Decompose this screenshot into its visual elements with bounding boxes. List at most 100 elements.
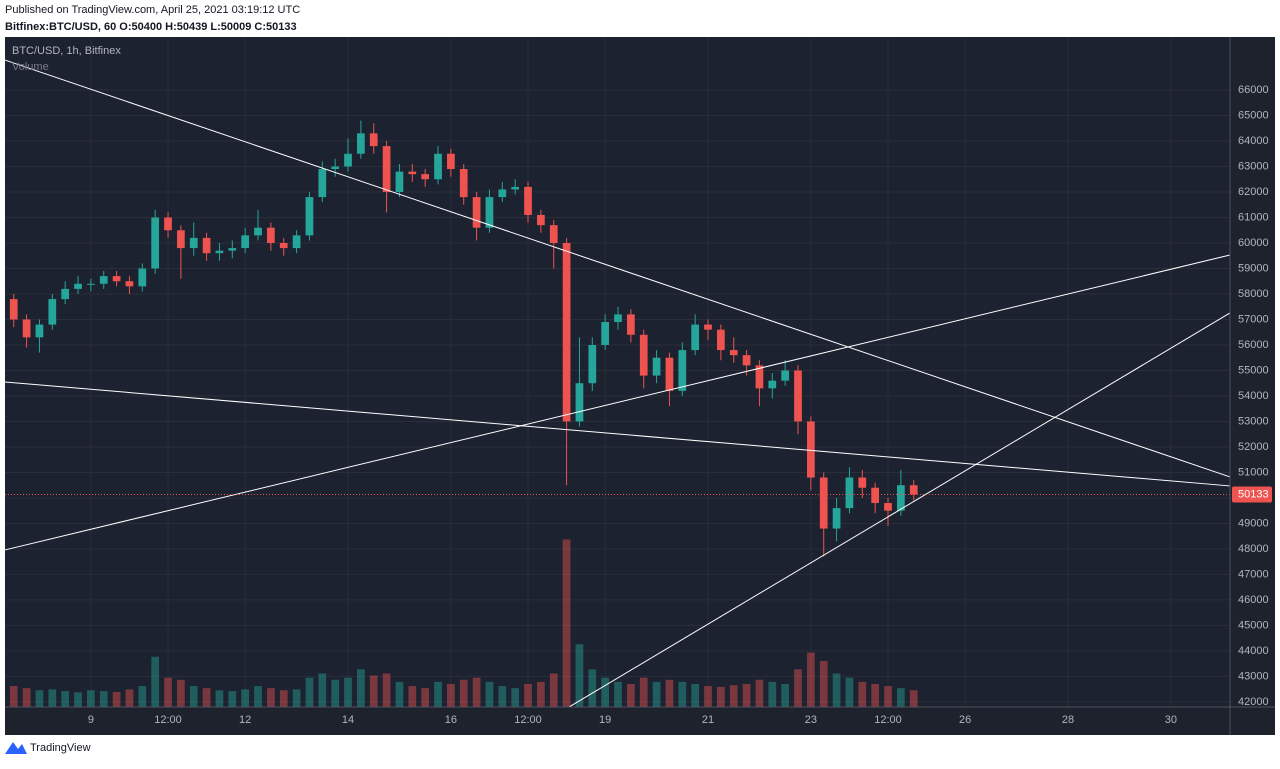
volume-bar [87,690,95,707]
volume-bar [22,688,31,707]
candle-body [292,235,301,249]
volume-bar [909,690,918,707]
candle-body [395,171,404,193]
candle-body [729,350,738,356]
volume-bar [472,677,481,707]
candle-body [48,299,57,325]
candle-body [344,153,352,167]
x-tick-label: 21 [702,714,714,726]
trendlines [4,59,1231,708]
volume-bar [254,686,262,707]
y-tick-label: 64000 [1238,135,1269,147]
candle-body [485,197,494,228]
candle-body [447,153,455,170]
candle-body [74,283,82,289]
volume-bar [459,679,468,707]
candle-body [421,174,430,180]
volume-bar [601,677,610,707]
trendline [568,312,1231,708]
volume-bar [678,681,687,707]
volume-bar [279,690,288,707]
candle-body [99,276,108,284]
candle-body [35,324,44,338]
y-tick-label: 46000 [1238,594,1269,606]
candle-body [614,314,622,323]
candle-body [125,281,134,287]
x-tick-label: 12 [239,714,251,726]
volume-bar [729,685,738,707]
volume-bar [9,686,18,707]
volume-bar [382,673,391,707]
quote-line: Bitfinex:BTC/USD, 60 O:50400 H:50439 L:5… [5,21,297,33]
volume-bar [665,679,674,707]
volume-bar [639,677,648,707]
volume-bar [202,688,211,707]
volume-bar [395,681,404,707]
candle-body [897,485,905,511]
volume-bar [357,669,365,707]
volume-bar [588,669,597,707]
volume-bar [562,539,571,707]
candle-body [562,242,571,422]
candle-body [241,235,250,249]
candle-body [575,383,584,422]
x-tick-label: 14 [342,714,354,726]
last-price-box [1232,486,1272,503]
y-tick-label: 51000 [1238,466,1269,478]
y-tick-label: 62000 [1238,186,1269,198]
x-tick-label: 16 [445,714,457,726]
volume-bar [768,681,777,707]
volume-bar [35,690,44,707]
candle-body [742,355,751,366]
candle-body [909,485,918,495]
volume-bar [138,686,147,707]
x-tick-label: 28 [1062,714,1074,726]
y-tick-label: 66000 [1238,84,1269,96]
brand-icon [5,742,27,754]
x-tick-label: 9 [88,714,94,726]
volume-bar [228,691,237,707]
volume-bar [884,686,892,707]
candle-body [459,169,468,198]
y-tick-label: 42000 [1238,696,1269,708]
volume-bar [819,660,828,707]
volume-bar [652,681,661,707]
volume-pane [9,539,918,707]
volume-bar [755,679,764,707]
y-tick-label: 61000 [1238,211,1269,223]
x-tick-label: 30 [1165,714,1177,726]
candle-body [267,227,275,243]
candle-body [588,344,597,384]
volume-bar [125,689,134,707]
x-tick-label: 19 [599,714,611,726]
candle-body [858,477,867,488]
volume-bar [575,644,584,707]
candle-body [305,197,314,236]
candle-body [408,171,417,175]
volume-bar [511,688,520,707]
trendline [4,381,1231,487]
candle-body [691,324,700,351]
volume-bar [434,681,442,707]
candle-body [61,288,70,300]
volume-bar [742,683,751,707]
volume-bar [48,689,57,707]
candle-body [331,166,340,170]
volume-bar [99,691,108,707]
candle-body [819,477,828,529]
volume-bar [691,683,700,707]
candle-body [498,189,507,198]
candle-body [254,227,262,236]
y-tick-label: 63000 [1238,160,1269,172]
legend-symbol: BTC/USD, 1h, Bitfinex [12,45,121,57]
x-tick-label: 23 [805,714,817,726]
volume-bar [61,691,70,707]
candle-body [807,421,815,478]
y-tick-label: 57000 [1238,313,1269,325]
trendline [4,254,1231,551]
volume-bar [189,686,198,707]
y-tick-label: 45000 [1238,619,1269,631]
volume-bar [305,677,314,707]
candle-body [189,237,198,249]
volume-bar [292,689,301,707]
